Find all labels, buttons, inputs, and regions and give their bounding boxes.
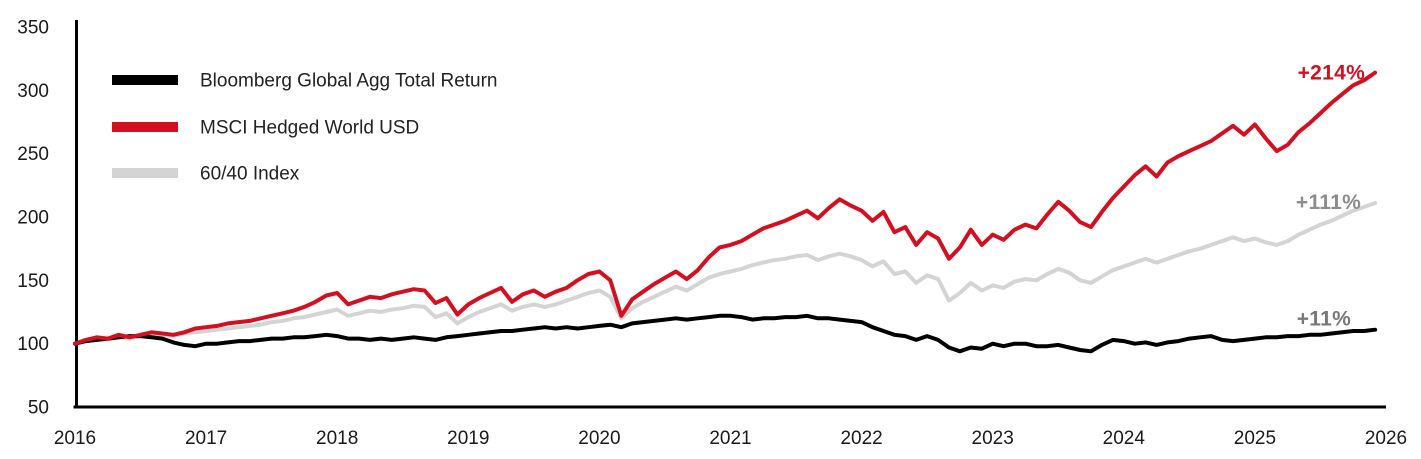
x-tick-label: 2021: [709, 428, 751, 449]
x-axis-tick-labels: 2016 2017 2018 2019 2020 2021 2022 2023 2024 2025…: [54, 428, 1407, 449]
legend: Bloomberg Global Agg Total Return MSCI He…: [112, 71, 498, 185]
y-tick-label: 150: [17, 271, 49, 292]
end-label-msci-hedged-world: +214%: [1298, 62, 1366, 85]
x-tick-label: 2020: [578, 428, 620, 449]
y-axis-tick-labels: 50 100 150 200 250 300 350: [17, 18, 49, 419]
legend-item-bloomberg-global-agg: Bloomberg Global Agg Total Return: [112, 71, 498, 92]
legend-label-bloomberg-global-agg: Bloomberg Global Agg Total Return: [200, 71, 498, 92]
series-line-bloomberg-global-agg: [73, 313, 1378, 354]
x-tick-label: 2016: [54, 428, 96, 449]
x-tick-label: 2023: [972, 428, 1014, 449]
legend-label-msci-hedged-world: MSCI Hedged World USD: [200, 118, 419, 139]
legend-item-msci-hedged-world: MSCI Hedged World USD: [112, 118, 419, 139]
x-tick-label: 2018: [316, 428, 358, 449]
y-tick-label: 250: [17, 144, 49, 165]
legend-item-60-40-index: 60/40 Index: [112, 164, 300, 185]
y-tick-label: 350: [17, 18, 49, 39]
y-tick-label: 300: [17, 81, 49, 102]
end-label-bloomberg-global-agg: +11%: [1297, 308, 1351, 331]
series-line-60-40-index: [73, 201, 1378, 346]
y-tick-label: 50: [28, 398, 49, 419]
x-tick-label: 2017: [185, 428, 227, 449]
x-tick-label: 2025: [1234, 428, 1276, 449]
end-label-60-40-index: +111%: [1296, 191, 1361, 214]
x-tick-label: 2026: [1365, 428, 1407, 449]
series-line-msci-hedged-world: [73, 70, 1378, 346]
x-tick-label: 2022: [840, 428, 882, 449]
y-tick-label: 100: [17, 334, 49, 355]
legend-swatch-bloomberg-global-agg: [112, 75, 178, 85]
legend-label-60-40-index: 60/40 Index: [200, 164, 300, 185]
legend-swatch-60-40-index: [112, 168, 178, 178]
x-tick-label: 2019: [447, 428, 489, 449]
y-tick-label: 200: [17, 208, 49, 229]
legend-swatch-msci-hedged-world: [112, 122, 178, 132]
x-tick-label: 2024: [1103, 428, 1146, 449]
